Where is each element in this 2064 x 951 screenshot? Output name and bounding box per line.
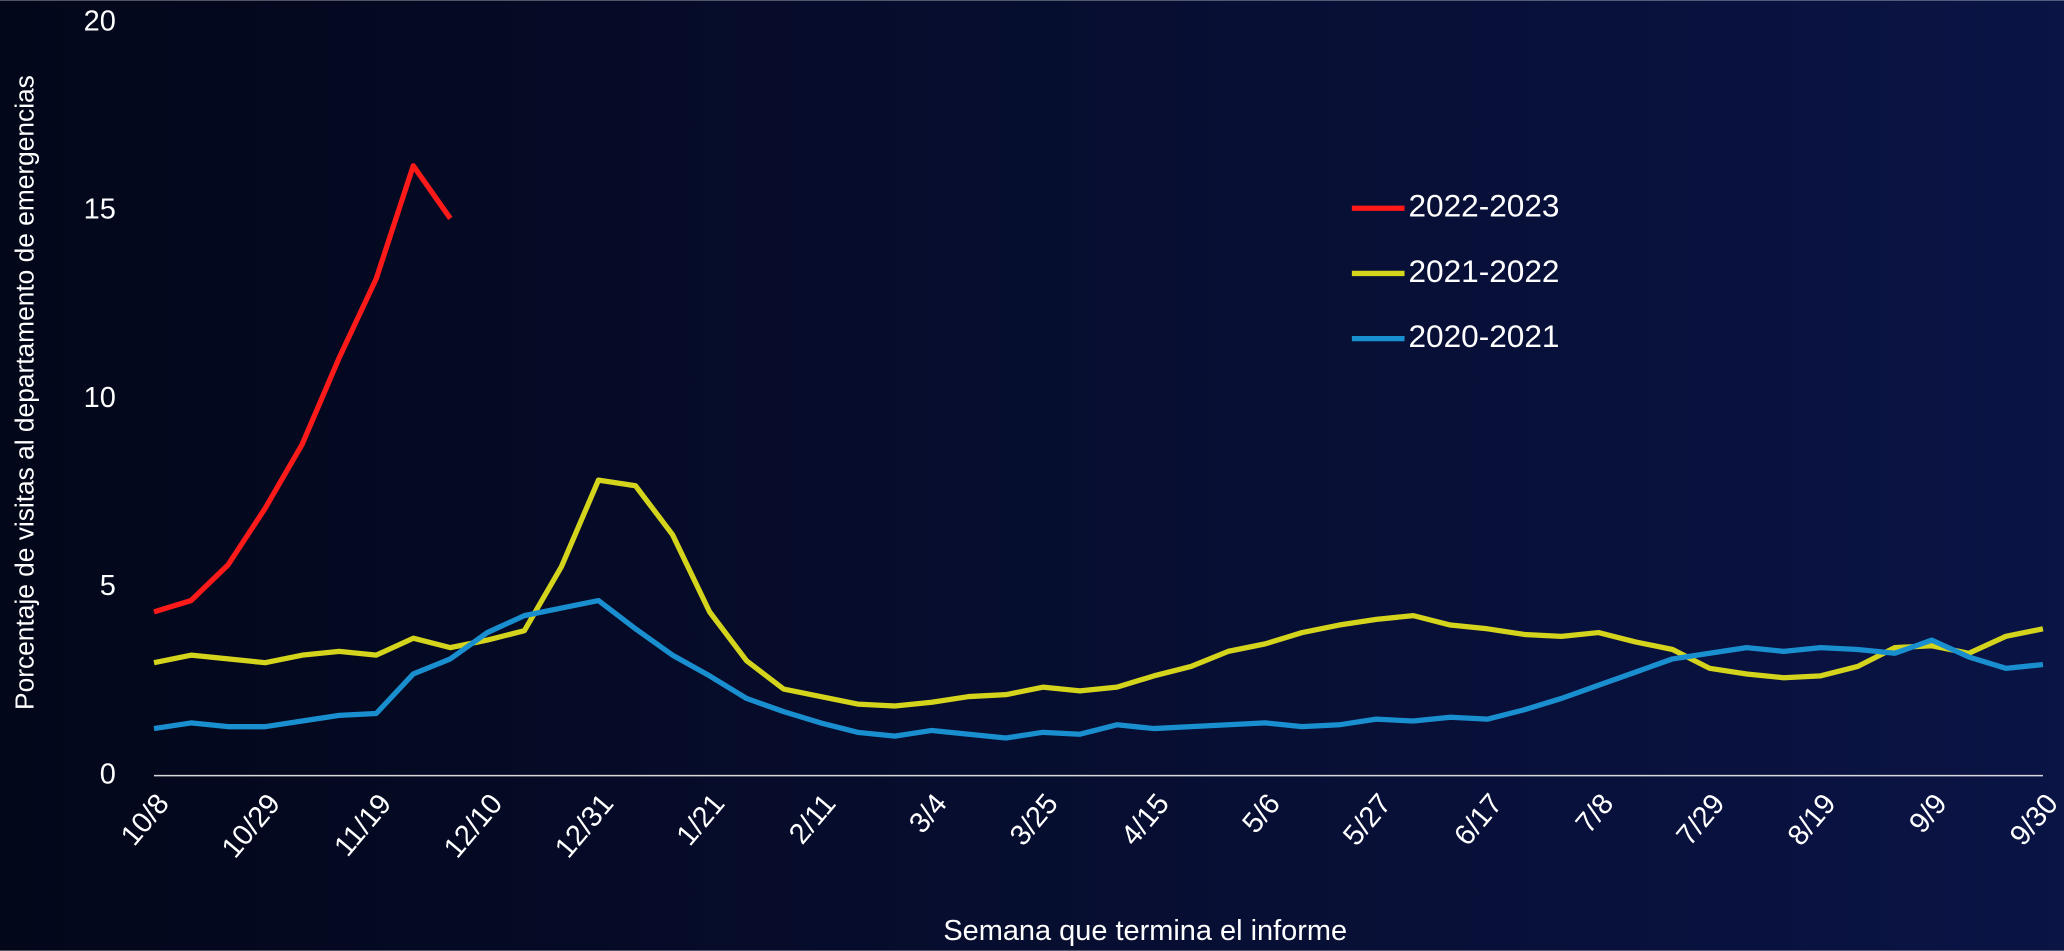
y-tick-label: 0 — [100, 758, 116, 790]
series-line — [153, 597, 2044, 741]
y-tick-label: 10 — [84, 382, 116, 414]
legend-label: 2022-2023 — [1408, 188, 1559, 224]
y-tick-label: 15 — [84, 194, 116, 226]
y-axis-label: Porcentaje de visitas al departamento de… — [9, 75, 39, 710]
legend-label: 2021-2022 — [1408, 253, 1559, 289]
series-line — [153, 163, 453, 615]
x-axis-label: Semana que termina el informe — [943, 915, 1347, 947]
y-tick-label: 5 — [100, 570, 116, 602]
legend-label: 2020-2021 — [1408, 318, 1559, 354]
y-tick-label: 20 — [84, 5, 116, 37]
